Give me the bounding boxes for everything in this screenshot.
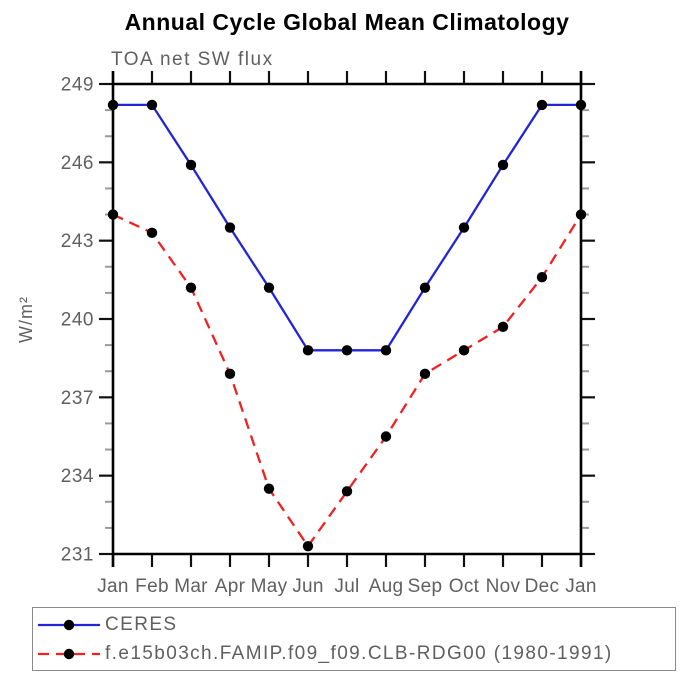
data-marker-1: [497, 321, 509, 333]
data-marker-0: [380, 345, 392, 356]
data-marker-0: [146, 99, 158, 111]
y-tick-label: 243: [61, 231, 94, 252]
data-marker-1: [341, 486, 353, 497]
legend-sample-marker-0: [63, 619, 75, 630]
legend-row-ceres: CERES: [36, 612, 675, 638]
data-marker-0: [302, 345, 314, 356]
data-marker-0: [458, 222, 470, 233]
data-marker-0: [575, 99, 587, 111]
x-tick-label: Aug: [369, 576, 404, 597]
data-marker-0: [419, 282, 431, 293]
data-marker-1: [575, 209, 587, 220]
x-tick-label: Jul: [334, 576, 359, 597]
series-line-0: [113, 103, 581, 352]
data-marker-1: [185, 282, 197, 293]
data-marker-1: [458, 345, 470, 356]
x-tick-label: Nov: [486, 576, 521, 597]
x-tick-label: Oct: [449, 576, 480, 597]
y-tick-label: 249: [61, 75, 94, 96]
data-marker-1: [263, 483, 275, 494]
legend-box: CERES f.e15b03ch.FAMIP.f09_f09.CLB-RDG00…: [32, 607, 676, 671]
y-tick-label: 246: [61, 153, 94, 174]
y-tick-label: 231: [61, 545, 94, 566]
x-tick-label: Jun: [292, 576, 324, 597]
legend-row-model: f.e15b03ch.FAMIP.f09_f09.CLB-RDG00 (1980…: [36, 641, 675, 667]
y-tick-label: 240: [61, 310, 94, 331]
data-marker-1: [380, 431, 392, 442]
data-marker-1: [146, 227, 158, 239]
x-tick-label: May: [251, 576, 288, 597]
x-tick-label: Dec: [525, 576, 560, 597]
data-marker-1: [419, 368, 431, 380]
data-marker-0: [263, 282, 275, 293]
y-tick-label: 237: [61, 388, 94, 409]
legend-line-sample-ceres: [38, 619, 100, 630]
data-marker-0: [497, 159, 509, 171]
data-marker-0: [341, 345, 353, 356]
legend-label-model: f.e15b03ch.FAMIP.f09_f09.CLB-RDG00 (1980…: [105, 642, 613, 664]
data-marker-1: [536, 272, 548, 283]
chart-subtitle: TOA net SW flux: [111, 49, 274, 70]
x-tick-label: Mar: [174, 576, 208, 597]
data-marker-0: [107, 99, 119, 111]
data-marker-1: [224, 368, 236, 380]
data-marker-0: [536, 99, 548, 111]
x-tick-label: Sep: [408, 576, 443, 597]
x-tick-label: Jan: [97, 576, 129, 597]
data-marker-0: [224, 222, 236, 233]
x-tick-label: Feb: [135, 576, 169, 597]
x-tick-label: Apr: [215, 576, 246, 597]
data-marker-1: [107, 209, 119, 220]
chart-title: Annual Cycle Global Mean Climatology: [124, 9, 570, 35]
x-tick-label: Jan: [565, 576, 597, 597]
legend-sample-marker-1: [63, 648, 75, 659]
legend-label-ceres: CERES: [105, 613, 178, 635]
y-tick-label: 234: [61, 466, 94, 487]
data-marker-1: [302, 540, 314, 552]
legend-line-sample-model: [38, 648, 100, 659]
data-marker-0: [185, 159, 197, 171]
